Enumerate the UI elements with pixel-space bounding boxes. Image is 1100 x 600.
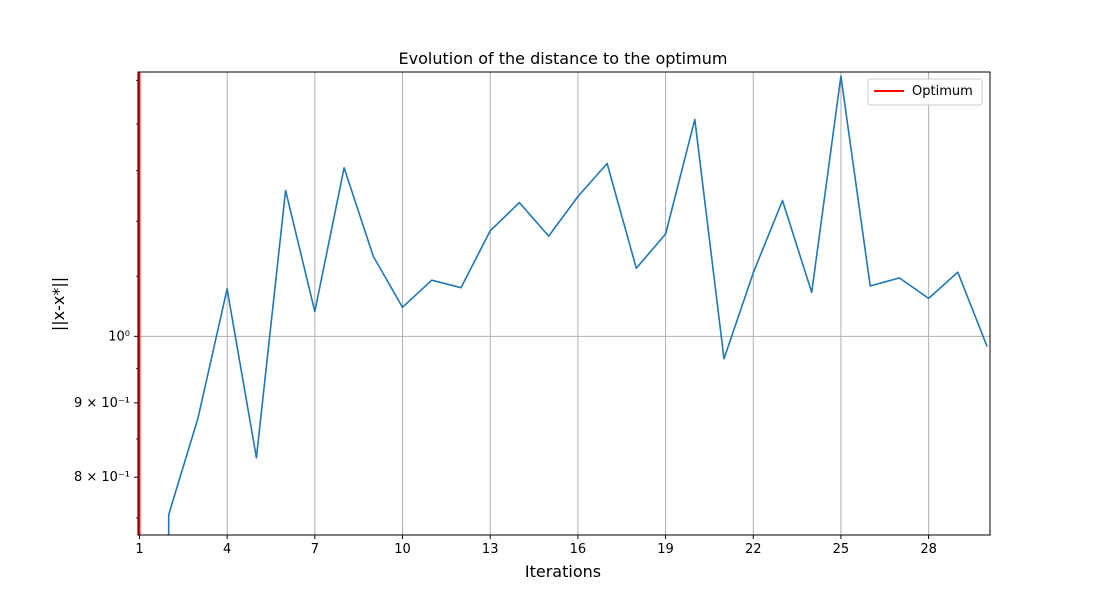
y-axis-label: ||x-x*|| <box>49 277 68 331</box>
ticks: 1 4 7 10 13 16 19 22 25 28 8 × 10⁻¹ 9 × 10⁻¹ 10⁰ <box>74 79 937 557</box>
y-tick-label: 8 × 10⁻¹ <box>74 470 130 485</box>
plot-area <box>138 72 988 535</box>
grid <box>138 72 990 535</box>
x-tick-label: 1 <box>135 542 143 557</box>
axes-frame <box>137 71 991 536</box>
x-tick-label: 13 <box>482 542 499 557</box>
x-tick-label: 19 <box>657 542 674 557</box>
x-tick-label: 7 <box>311 542 319 557</box>
x-tick-label: 10 <box>394 542 411 557</box>
x-tick-label: 16 <box>570 542 587 557</box>
chart-title: Evolution of the distance to the optimum <box>399 49 728 68</box>
x-tick-label: 4 <box>223 542 231 557</box>
legend: Optimum <box>867 78 983 106</box>
x-axis-label: Iterations <box>525 562 601 581</box>
x-tick-label: 28 <box>920 542 937 557</box>
series-line <box>167 75 988 535</box>
y-tick-label: 9 × 10⁻¹ <box>74 396 130 411</box>
x-tick-label: 22 <box>745 542 762 557</box>
y-tick-label: 10⁰ <box>108 329 130 344</box>
x-tick-label: 25 <box>833 542 850 557</box>
legend-label-optimum: Optimum <box>912 84 973 99</box>
legend-box <box>867 78 983 106</box>
